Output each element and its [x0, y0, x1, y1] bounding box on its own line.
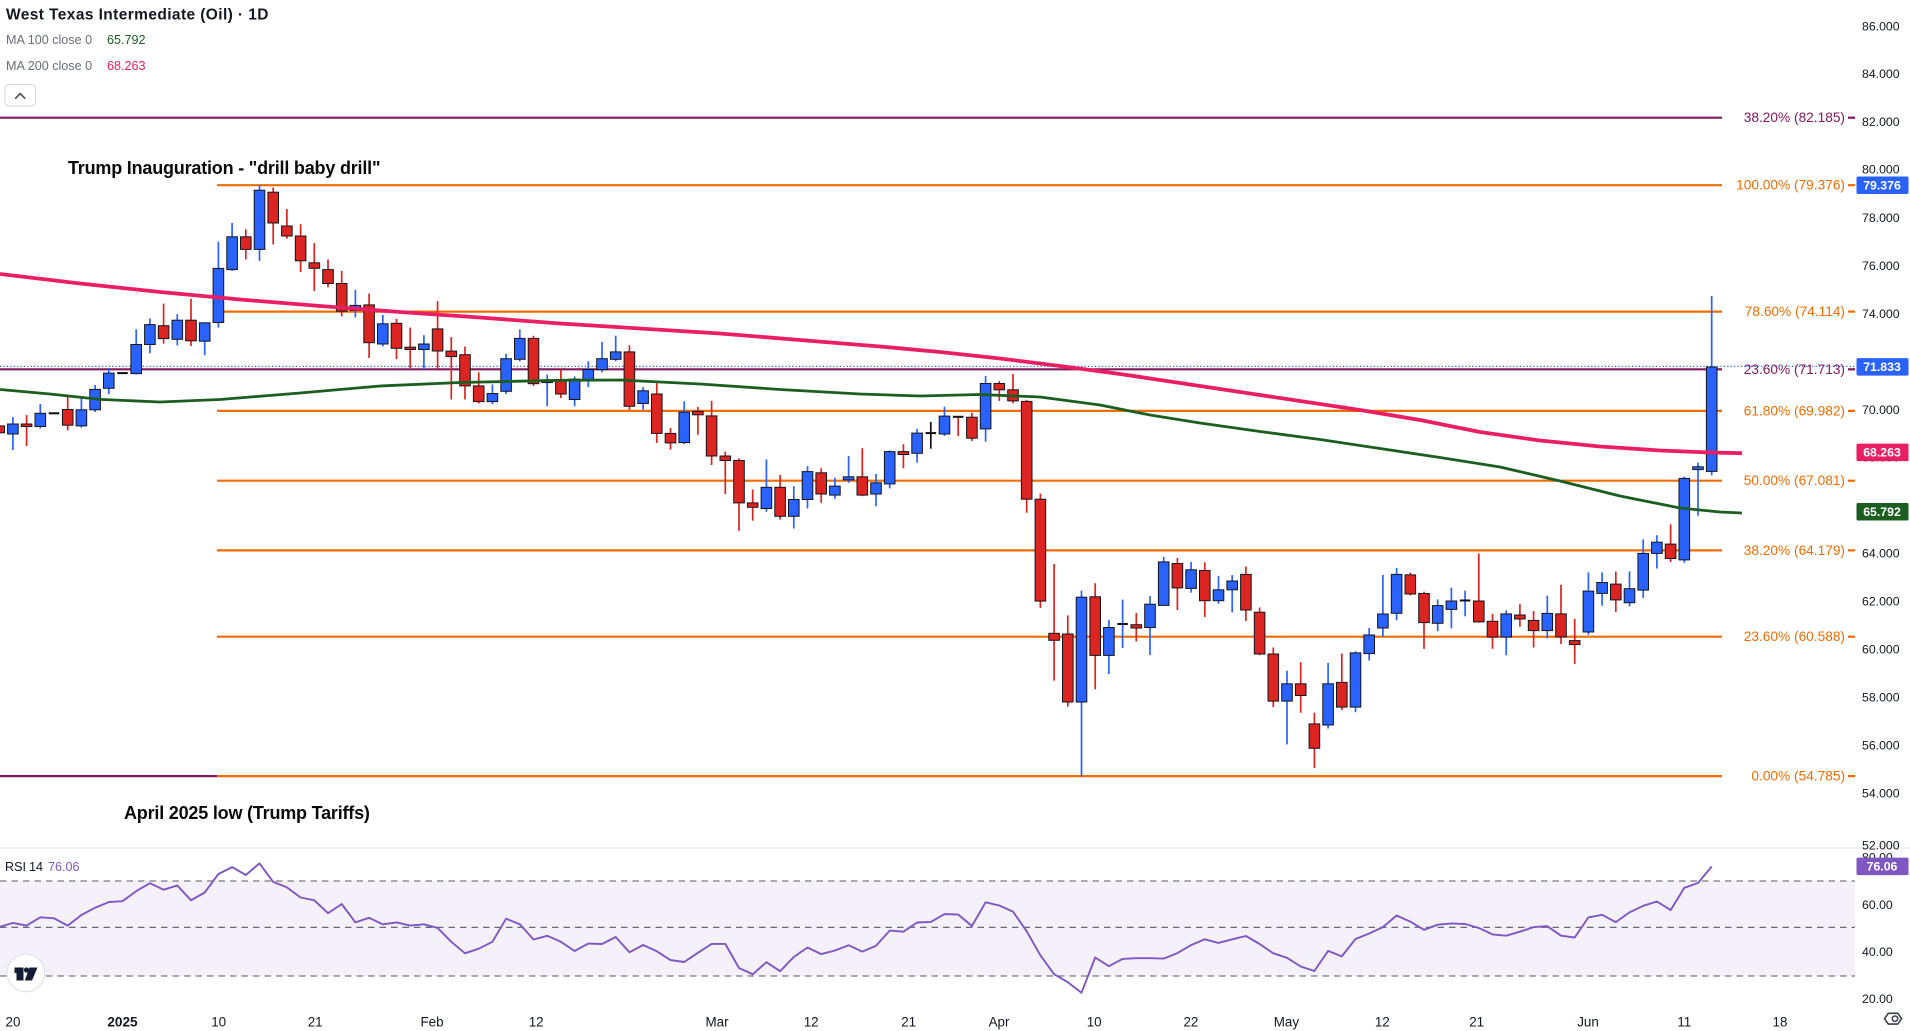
- svg-text:Apr: Apr: [989, 1015, 1010, 1030]
- svg-text:70.000: 70.000: [1862, 403, 1900, 417]
- svg-text:82.000: 82.000: [1862, 115, 1900, 129]
- svg-text:71.833: 71.833: [1863, 360, 1901, 374]
- svg-text:20.00: 20.00: [1862, 992, 1893, 1006]
- svg-text:21: 21: [901, 1015, 916, 1030]
- svg-text:May: May: [1274, 1015, 1300, 1030]
- svg-text:23.60% (71.713): 23.60% (71.713): [1744, 362, 1845, 377]
- svg-text:65.792: 65.792: [107, 33, 146, 47]
- svg-text:MA 100 close 0: MA 100 close 0: [6, 33, 92, 47]
- svg-text:12: 12: [529, 1015, 544, 1030]
- svg-text:50.00% (67.081): 50.00% (67.081): [1744, 473, 1845, 488]
- svg-text:12: 12: [804, 1015, 819, 1030]
- svg-text:76.06: 76.06: [48, 860, 80, 874]
- svg-text:MA 200 close 0: MA 200 close 0: [6, 59, 92, 73]
- svg-text:74.000: 74.000: [1862, 307, 1900, 321]
- svg-text:22: 22: [1183, 1015, 1198, 1030]
- svg-text:23.60% (60.588): 23.60% (60.588): [1744, 629, 1845, 644]
- svg-text:10: 10: [211, 1015, 226, 1030]
- svg-text:62.000: 62.000: [1862, 595, 1900, 609]
- svg-text:West Texas Intermediate (Oil): West Texas Intermediate (Oil) · 1D: [6, 7, 269, 24]
- svg-text:14: 14: [29, 860, 43, 874]
- svg-text:80.000: 80.000: [1862, 163, 1900, 177]
- svg-text:RSI: RSI: [5, 860, 26, 874]
- svg-text:Mar: Mar: [705, 1015, 729, 1030]
- svg-text:100.00% (79.376): 100.00% (79.376): [1736, 178, 1845, 193]
- svg-text:79.376: 79.376: [1863, 179, 1901, 193]
- svg-text:58.000: 58.000: [1862, 690, 1900, 704]
- svg-text:78.60% (74.114): 78.60% (74.114): [1745, 304, 1845, 319]
- svg-text:76.000: 76.000: [1862, 259, 1900, 273]
- svg-text:61.80% (69.982): 61.80% (69.982): [1744, 403, 1845, 418]
- svg-text:38.20% (82.185): 38.20% (82.185): [1744, 110, 1845, 125]
- svg-text:2025: 2025: [107, 1015, 138, 1030]
- svg-text:40.00: 40.00: [1862, 945, 1893, 959]
- svg-text:12: 12: [1375, 1015, 1390, 1030]
- svg-text:April 2025 low (Trump Tariffs): April 2025 low (Trump Tariffs): [124, 803, 370, 823]
- svg-text:20: 20: [6, 1015, 21, 1030]
- svg-text:60.000: 60.000: [1862, 643, 1900, 657]
- svg-text:11: 11: [1677, 1015, 1691, 1030]
- svg-text:78.000: 78.000: [1862, 211, 1900, 225]
- svg-text:64.000: 64.000: [1862, 547, 1900, 561]
- svg-text:76.06: 76.06: [1867, 860, 1898, 874]
- svg-text:21: 21: [1469, 1015, 1484, 1030]
- svg-text:68.263: 68.263: [1863, 446, 1901, 460]
- svg-text:18: 18: [1773, 1015, 1788, 1030]
- svg-text:84.000: 84.000: [1862, 67, 1900, 81]
- svg-text:Trump Inauguration - "drill ba: Trump Inauguration - "drill baby drill": [68, 158, 380, 178]
- svg-text:52.000: 52.000: [1862, 838, 1900, 852]
- svg-text:21: 21: [308, 1015, 323, 1030]
- svg-text:54.000: 54.000: [1862, 786, 1900, 800]
- svg-text:65.792: 65.792: [1863, 505, 1901, 519]
- svg-text:60.00: 60.00: [1862, 898, 1893, 912]
- svg-text:10: 10: [1087, 1015, 1102, 1030]
- svg-text:Jun: Jun: [1577, 1015, 1599, 1030]
- svg-text:86.000: 86.000: [1862, 19, 1900, 33]
- svg-text:0.00% (54.785): 0.00% (54.785): [1751, 769, 1845, 784]
- svg-text:Feb: Feb: [420, 1015, 443, 1030]
- svg-text:56.000: 56.000: [1862, 738, 1900, 752]
- svg-text:68.263: 68.263: [107, 59, 146, 73]
- svg-text:38.20% (64.179): 38.20% (64.179): [1744, 543, 1845, 558]
